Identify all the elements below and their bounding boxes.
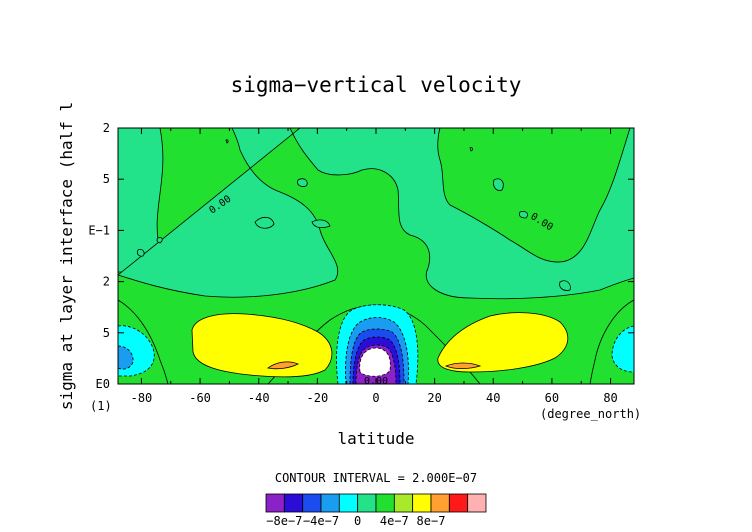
y-tick-label: 2: [103, 275, 110, 289]
colorbar-swatch: [357, 493, 377, 513]
y-tick-label: 2: [103, 121, 110, 135]
x-unit-label: (degree_north): [540, 407, 641, 421]
colorbar-swatch: [375, 493, 395, 513]
x-tick-label: 20: [427, 391, 441, 405]
colorbar: −8e−7 −4e−7 0 4e−7 8e−7: [265, 493, 487, 528]
contour-interval-label: CONTOUR INTERVAL = 2.000E−07: [275, 471, 477, 485]
x-tick-label: -80: [131, 391, 153, 405]
equatorial-ascent: [336, 304, 419, 384]
colorbar-swatch: [412, 493, 432, 513]
colorbar-swatch: [320, 493, 340, 513]
colorbar-swatch: [467, 493, 487, 513]
colorbar-swatch: [393, 493, 414, 513]
y-unit-label: (1): [90, 399, 112, 413]
y-tick-label: 5: [103, 326, 110, 340]
x-tick-label: -60: [189, 391, 211, 405]
colorbar-swatch: [430, 493, 450, 513]
x-tick-label: 40: [486, 391, 500, 405]
colorbar-swatch: [338, 493, 359, 513]
colorbar-swatch: [302, 493, 322, 513]
x-tick-label: 0: [372, 391, 379, 405]
x-tick-label: -20: [307, 391, 329, 405]
y-tick-label: 5: [103, 172, 110, 186]
colorbar-label: 0: [354, 514, 361, 528]
subtropical-subsidence: [191, 312, 569, 378]
colorbar-swatch: [283, 493, 304, 513]
colorbar-label: −8e−7: [266, 514, 302, 528]
x-axis: -80 -60 -40 -20 0 20 40 60 80: [131, 128, 618, 405]
colorbar-swatch: [448, 493, 469, 513]
y-tick-label: E−1: [88, 223, 110, 237]
colorbar-label: 8e−7: [417, 514, 446, 528]
polar-ascent: [118, 325, 634, 377]
y-axis: 2 5 E−1 2 5 E0: [88, 121, 634, 391]
x-tick-label: 80: [603, 391, 617, 405]
x-tick-label: -40: [248, 391, 270, 405]
y-axis-title: sigma at layer interface (half l: [57, 102, 76, 410]
plot-area: 0.00 0.00 0.00: [118, 128, 634, 384]
chart-title: sigma−vertical velocity: [231, 73, 522, 97]
x-tick-label: 60: [545, 391, 559, 405]
colorbar-label: −4e−7: [303, 514, 339, 528]
colorbar-label: 4e−7: [380, 514, 409, 528]
x-axis-title: latitude: [337, 429, 414, 448]
y-tick-label: E0: [96, 377, 110, 391]
small-contour-islands: [136, 139, 571, 291]
colorbar-swatch: [265, 493, 285, 513]
